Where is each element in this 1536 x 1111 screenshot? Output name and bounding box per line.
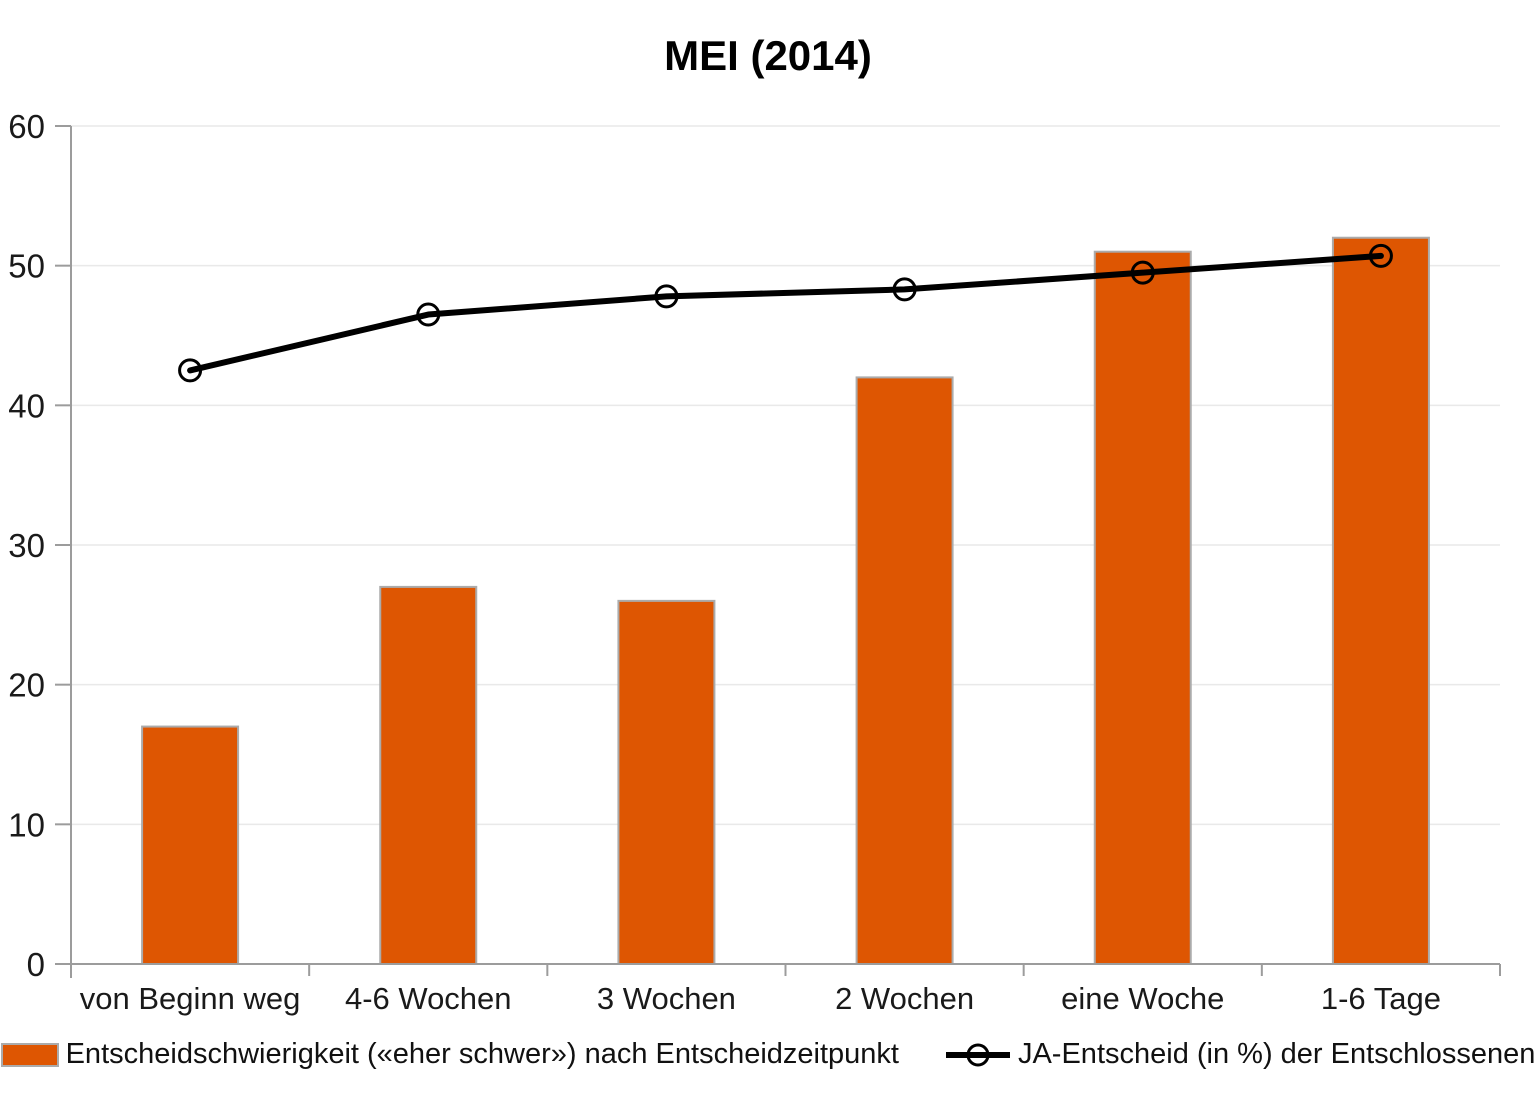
legend-label-line-series: JA-Entscheid (in %) der Entschlossenen [1017,1038,1536,1070]
chart-legend: Entscheidschwierigkeit («eher schwer») n… [0,1038,1536,1071]
x-tick-label: eine Woche [1061,981,1224,1016]
bar [1093,250,1192,965]
chart-plot-area: 0 10 20 30 40 50 60 von Beginn weg 4-6 Wochen 3 W… [8,108,1501,1016]
line-marker [1130,260,1155,285]
line-marker [178,358,203,383]
bar [379,585,478,966]
bar [855,376,954,965]
y-tick-label: 50 [8,248,45,285]
line-series-marker-icon [945,1043,1010,1066]
bar [141,725,240,965]
line-series [187,252,1384,374]
x-tick-label: 3 Wochen [597,981,736,1016]
y-tick-label: 40 [8,387,45,424]
line-marker [654,284,679,309]
chart-title: MEI (2014) [664,32,872,79]
line-marker [416,302,441,327]
y-tick-label: 0 [27,946,45,983]
x-tick-label: 2 Wochen [835,981,974,1016]
x-tick-label: von Beginn weg [80,981,301,1016]
y-tick-label: 60 [8,108,45,145]
line-marker [892,277,917,302]
bar-series-swatch-icon [0,1042,59,1067]
legend-label-bar-series: Entscheidschwierigkeit («eher schwer») n… [65,1038,899,1070]
y-tick-label: 10 [8,806,45,843]
y-tick-label: 30 [8,527,45,564]
bar [617,599,716,965]
legend-item-bar-series: Entscheidschwierigkeit («eher schwer») n… [0,1038,899,1071]
y-tick-label: 20 [8,667,45,704]
x-tick-label: 1-6 Tage [1321,981,1441,1016]
bar [1331,236,1430,965]
line-marker [1368,243,1393,268]
x-tick-label: 4-6 Wochen [345,981,512,1016]
legend-item-line-series: JA-Entscheid (in %) der Entschlossenen [945,1038,1535,1071]
